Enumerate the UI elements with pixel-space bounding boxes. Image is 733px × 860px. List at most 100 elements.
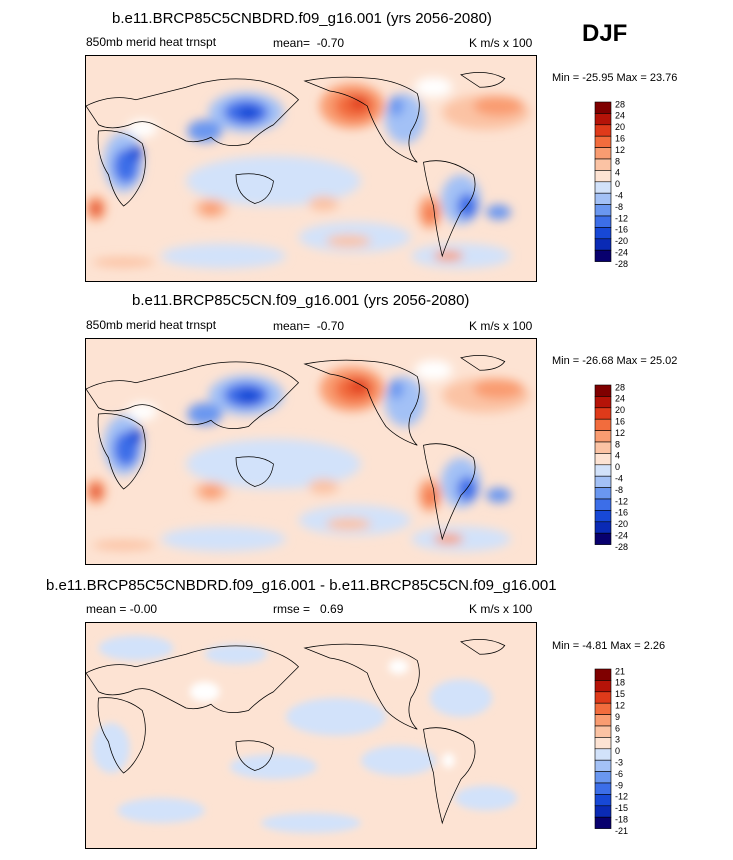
panel-3-colorbar-label: -18: [615, 815, 628, 825]
panel-2-colorbar-label: 8: [615, 439, 620, 449]
panel-3-colorbar-label: -15: [615, 803, 628, 813]
panel-2-colorbar-label: -28: [615, 542, 628, 552]
panel-3-colorbar-box: [594, 771, 612, 784]
panel-1-colorbar-box: [594, 227, 612, 240]
panel-1-colorbar-label: 28: [615, 99, 625, 109]
panel-2-colorbar-box: [594, 441, 612, 454]
panel-2-colorbar-label: -4: [615, 474, 623, 484]
panel-3-colorbar-label: 9: [615, 712, 620, 722]
panel-2-units: K m/s x 100: [469, 319, 533, 333]
panel-3-colorbar-box: [594, 816, 612, 829]
panel-2-min: Min = -26.68: [552, 355, 614, 367]
panel-3-colorbar-box: [594, 748, 612, 761]
panel-2-map-svg: [86, 339, 536, 564]
panel-3-colorbar: 21 18 15 12 9 6 3 0 -3 -6 -9 -12 -15 -18 -21: [594, 666, 655, 847]
panel-2-colorbar-box: [594, 407, 612, 420]
panel-1-colorbar-box: [594, 215, 612, 228]
panel-1-colorbar-label: -4: [615, 191, 623, 201]
panel-2-colorbar-label: -20: [615, 519, 628, 529]
panel-2-colorbar-label: -12: [615, 496, 628, 506]
panel-3-colorbar-label: -3: [615, 758, 623, 768]
panel-2-colorbar-box: [594, 498, 612, 511]
panel-3-colorbar-label: -6: [615, 769, 623, 779]
panel-2-colorbar-label: 20: [615, 405, 625, 415]
panel-2-colorbar-box: [594, 510, 612, 523]
panel-3-max: Max = 2.26: [610, 640, 666, 652]
panel-1-colorbar-box: [594, 158, 612, 171]
panel-3-colorbar-label: 21: [615, 666, 625, 676]
panel-3-colorbar-label: 12: [615, 701, 625, 711]
panel-2-mean-value: -0.70: [316, 319, 345, 333]
panel-3-title: b.e11.BRCP85C5CNBDRD.f09_g16.001 - b.e11…: [46, 577, 557, 594]
panel-2-colorbar-label: 16: [615, 417, 625, 427]
panel-3-colorbar-label: 18: [615, 678, 625, 688]
panel-1-colorbar-box: [594, 101, 612, 114]
panel-3-map: [85, 622, 537, 849]
panel-2-colorbar-label: 4: [615, 451, 620, 461]
panel-1-colorbar-label: -8: [615, 202, 623, 212]
panel-1-colorbar-label: -24: [615, 248, 628, 258]
panel-2-colorbar-box: [594, 430, 612, 443]
panel-1-colorbar-box: [594, 238, 612, 251]
panel-1-map: [85, 55, 537, 282]
panel-1-colorbar-box: [594, 204, 612, 217]
panel-3-colorbar-box: [594, 737, 612, 750]
panel-3-colorbar-box: [594, 691, 612, 704]
panel-1-title: b.e11.BRCP85C5CNBDRD.f09_g16.001 (yrs 20…: [112, 10, 492, 27]
panel-1-field-label: 850mb merid heat trnspt: [86, 35, 217, 49]
panel-2-colorbar-box: [594, 532, 612, 545]
panel-1-colorbar-label: 24: [615, 111, 625, 121]
panel-2-colorbar: 28 24 20 16 12 8 4 0 -4 -8 -12 -16 -20 -24 -28: [594, 382, 655, 563]
panel-3-rmse-label: rmse =: [273, 602, 311, 616]
panel-3-colorbar-label: -12: [615, 792, 628, 802]
panel-3-colorbar-box: [594, 725, 612, 738]
panel-2-colorbar-label: 12: [615, 428, 625, 438]
panel-3-rmse: rmse = 0.69: [273, 602, 343, 616]
panel-3-colorbar-box: [594, 794, 612, 807]
panel-1-mean-label: mean=: [273, 36, 311, 50]
panel-1-colorbar: 28 24 20 16 12 8 4 0 -4 -8 -12 -16 -20 -24 -28: [594, 99, 655, 280]
panel-1-mean: mean= -0.70: [273, 36, 344, 50]
panel-1-mean-value: -0.70: [316, 36, 345, 50]
panel-2-colorbar-label: -8: [615, 485, 623, 495]
panel-1-colorbar-label: -12: [615, 213, 628, 223]
panel-1-colorbar-label: 20: [615, 122, 625, 132]
panel-1-colorbar-label: -28: [615, 259, 628, 269]
panel-1-colorbar-box: [594, 170, 612, 183]
panel-3-map-svg: [86, 623, 536, 848]
panel-3-colorbar-label: -9: [615, 780, 623, 790]
panel-3-colorbar-box: [594, 702, 612, 715]
panel-3-colorbar-label: -21: [615, 826, 628, 836]
panel-1-max: Max = 23.76: [616, 72, 678, 84]
panel-1-colorbar-label: 16: [615, 134, 625, 144]
panel-2-title: b.e11.BRCP85C5CN.f09_g16.001 (yrs 2056-2…: [132, 292, 470, 309]
panel-2-colorbar-label: 24: [615, 394, 625, 404]
season-label: DJF: [582, 20, 628, 47]
panel-2-colorbar-box: [594, 521, 612, 534]
panel-3-colorbar-box: [594, 782, 612, 795]
panel-2-minmax: Min = -26.68 Max = 25.02: [552, 355, 677, 367]
panel-2-colorbar-box: [594, 453, 612, 466]
panel-3-colorbar-label: 15: [615, 689, 625, 699]
panel-1-colorbar-box: [594, 147, 612, 160]
panel-3-colorbar-box: [594, 680, 612, 693]
panel-2-colorbar-box: [594, 464, 612, 477]
panel-1-colorbar-label: -16: [615, 225, 628, 235]
panel-3-rmse-value: 0.69: [320, 602, 344, 616]
panel-2-contour-field: [86, 360, 530, 552]
panel-3-colorbar-box: [594, 668, 612, 681]
panel-3-min: Min = -4.81: [552, 640, 608, 652]
panel-2-max: Max = 25.02: [616, 355, 678, 367]
panel-1-units: K m/s x 100: [469, 36, 533, 50]
panel-3-units: K m/s x 100: [469, 602, 533, 616]
panel-1-colorbar-label: 8: [615, 156, 620, 166]
panel-1-min: Min = -25.95: [552, 72, 614, 84]
panel-2-colorbar-label: 0: [615, 462, 620, 472]
panel-2-mean-label: mean=: [273, 319, 311, 333]
panel-3-mean: mean = -0.00: [86, 602, 158, 616]
panel-1-colorbar-box: [594, 113, 612, 126]
panel-2-colorbar-box: [594, 418, 612, 431]
panel-3-contour-field: [92, 635, 518, 833]
